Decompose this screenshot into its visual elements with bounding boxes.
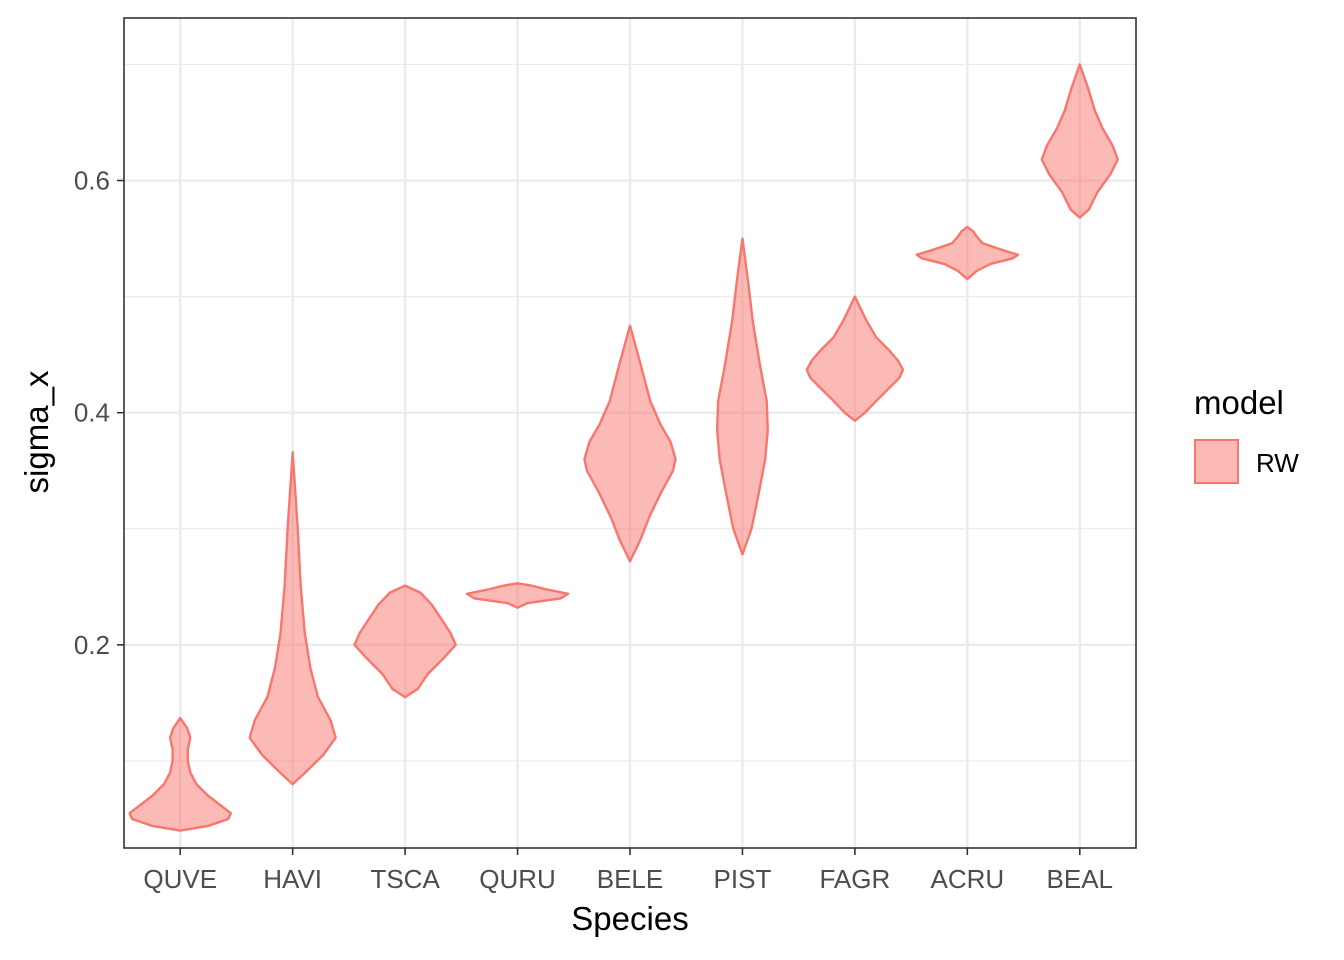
x-tick-label: PIST [714,864,772,894]
violin-havi [248,450,337,786]
violin-beal [1040,63,1119,219]
legend: model RW [1194,384,1299,484]
x-tick-label: BEAL [1047,864,1114,894]
legend-title: model [1194,384,1284,421]
legend-label-rw: RW [1256,448,1299,478]
y-tick-label: 0.6 [74,166,110,196]
violin-pist [715,237,769,556]
violin-acru [915,225,1020,281]
x-tick-label: ACRU [930,864,1004,894]
x-tick-label: TSCA [370,864,440,894]
x-axis-title: Species [571,900,688,937]
violin-bele [583,324,677,563]
violin-quve [128,716,233,832]
x-tick-label: QUVE [143,864,217,894]
y-tick-label: 0.4 [74,398,110,428]
violin-quru [465,582,570,609]
x-tick-label: QURU [479,864,556,894]
x-tick-label: FAGR [819,864,890,894]
legend-key-rw [1194,439,1239,484]
violin-tsca [353,584,457,699]
y-axis: 0.2 0.4 0.6 [74,166,124,660]
violins [128,63,1119,832]
y-tick-label: 0.2 [74,630,110,660]
x-tick-label: BELE [597,864,664,894]
y-axis-title: sigma_x [18,370,55,493]
x-tick-label: HAVI [263,864,322,894]
x-axis: QUVE HAVI TSCA QURU BELE PIST FAGR ACRU BEAL [143,848,1113,894]
violin-fagr [805,295,905,423]
